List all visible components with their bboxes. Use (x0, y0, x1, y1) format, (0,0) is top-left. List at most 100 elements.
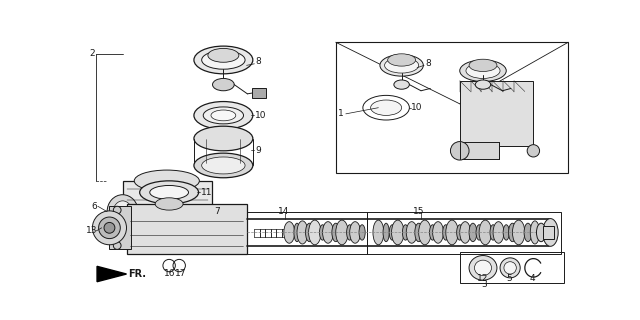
Text: 9: 9 (255, 146, 261, 155)
Bar (543, 226, 554, 239)
Ellipse shape (388, 54, 415, 66)
Ellipse shape (347, 225, 353, 240)
Ellipse shape (451, 141, 469, 160)
Ellipse shape (466, 63, 500, 78)
Ellipse shape (536, 223, 546, 242)
Ellipse shape (509, 223, 516, 242)
Ellipse shape (490, 225, 496, 240)
Text: 4: 4 (529, 274, 535, 283)
Ellipse shape (476, 225, 482, 240)
Ellipse shape (380, 55, 423, 76)
Text: 11: 11 (201, 188, 212, 197)
Ellipse shape (443, 225, 449, 240)
Ellipse shape (500, 258, 520, 278)
Text: FR.: FR. (128, 269, 146, 279)
Text: 8: 8 (425, 59, 431, 68)
Ellipse shape (469, 256, 497, 280)
Ellipse shape (202, 51, 245, 69)
Ellipse shape (212, 78, 234, 91)
Ellipse shape (113, 206, 121, 214)
Ellipse shape (460, 222, 470, 243)
Bar (460, 252, 564, 283)
Ellipse shape (531, 221, 540, 244)
Ellipse shape (371, 100, 402, 116)
Ellipse shape (392, 220, 404, 245)
Ellipse shape (406, 222, 417, 243)
Ellipse shape (403, 225, 408, 240)
Text: 13: 13 (86, 227, 98, 236)
Text: 17: 17 (175, 269, 186, 278)
Bar (336, 42, 568, 173)
Ellipse shape (419, 220, 431, 245)
Ellipse shape (336, 220, 348, 245)
Ellipse shape (513, 220, 525, 245)
Ellipse shape (140, 181, 198, 204)
Ellipse shape (415, 223, 422, 242)
Ellipse shape (429, 225, 436, 240)
Ellipse shape (208, 48, 239, 62)
Ellipse shape (194, 126, 253, 151)
Ellipse shape (460, 60, 506, 82)
Text: 14: 14 (278, 207, 289, 216)
Ellipse shape (446, 220, 458, 245)
Ellipse shape (319, 225, 326, 240)
Ellipse shape (476, 80, 491, 89)
Ellipse shape (194, 46, 253, 74)
Ellipse shape (194, 153, 253, 178)
Text: 1: 1 (338, 109, 344, 118)
Ellipse shape (503, 225, 509, 240)
Ellipse shape (202, 157, 245, 174)
Text: 10: 10 (255, 111, 267, 120)
Ellipse shape (134, 170, 199, 192)
Text: 8: 8 (255, 57, 261, 66)
Ellipse shape (155, 198, 183, 210)
Bar (246, 212, 367, 254)
Ellipse shape (211, 110, 236, 121)
Text: 7: 7 (214, 207, 220, 216)
Text: 15: 15 (413, 207, 425, 216)
Ellipse shape (359, 225, 365, 240)
Text: 6: 6 (92, 202, 97, 211)
Bar (460, 81, 533, 146)
Text: 12: 12 (477, 274, 488, 283)
Ellipse shape (504, 262, 516, 274)
Ellipse shape (543, 219, 558, 246)
Ellipse shape (284, 222, 294, 243)
Bar (109, 206, 131, 249)
Ellipse shape (373, 220, 384, 245)
Text: 2: 2 (90, 49, 95, 58)
Bar (123, 181, 212, 243)
Ellipse shape (389, 225, 396, 240)
Ellipse shape (204, 107, 244, 124)
Ellipse shape (383, 223, 389, 242)
Ellipse shape (469, 223, 477, 242)
Ellipse shape (524, 223, 532, 242)
Ellipse shape (305, 223, 313, 242)
Ellipse shape (150, 186, 189, 199)
Ellipse shape (433, 222, 444, 243)
Ellipse shape (469, 59, 497, 71)
Ellipse shape (323, 222, 333, 243)
Ellipse shape (194, 101, 253, 129)
Ellipse shape (104, 222, 115, 233)
Ellipse shape (474, 260, 492, 276)
Ellipse shape (308, 220, 321, 245)
Ellipse shape (297, 221, 308, 244)
Ellipse shape (457, 225, 463, 240)
Ellipse shape (527, 145, 540, 157)
Bar (367, 212, 561, 254)
Text: 3: 3 (481, 280, 487, 289)
Text: 16: 16 (164, 269, 175, 278)
Bar (252, 88, 266, 99)
Ellipse shape (113, 201, 132, 222)
Bar (127, 204, 246, 254)
Ellipse shape (385, 58, 419, 73)
Ellipse shape (332, 223, 340, 242)
Ellipse shape (92, 211, 127, 245)
Text: 10: 10 (411, 103, 422, 112)
Ellipse shape (294, 223, 300, 242)
Ellipse shape (349, 222, 360, 243)
Ellipse shape (394, 80, 410, 89)
Ellipse shape (113, 242, 121, 249)
Ellipse shape (493, 222, 504, 243)
